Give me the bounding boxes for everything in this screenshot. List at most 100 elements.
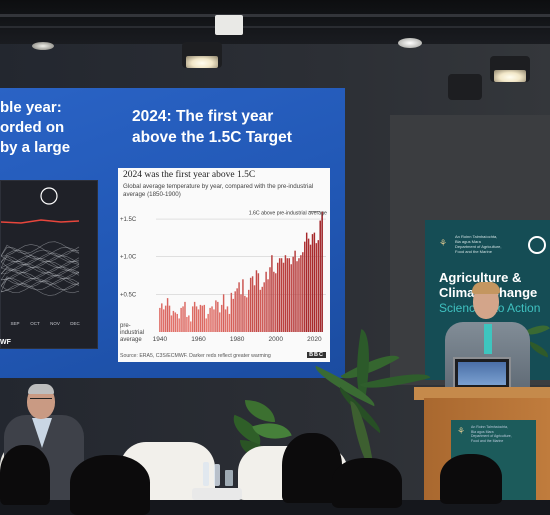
temperature-bar: [317, 240, 319, 332]
harp-icon: ⚘: [439, 238, 448, 248]
temperature-bar: [219, 312, 221, 332]
temperature-bar: [188, 315, 190, 332]
audience-head: [440, 454, 502, 504]
temperature-bar: [226, 306, 229, 332]
slide-left-text: ble year: orded on by a large: [0, 99, 71, 156]
temperature-bar: [311, 234, 314, 332]
series-line: [0, 269, 80, 282]
chart-subtitle: Global average temperature by year, comp…: [123, 183, 314, 198]
laptop: [453, 357, 511, 390]
temperature-bar: [253, 285, 256, 332]
temperature-bar: [195, 306, 198, 332]
series-line: [0, 249, 80, 263]
stage-light-icon: [448, 74, 482, 100]
stage-light-icon: [182, 42, 222, 68]
series-line: [0, 241, 80, 257]
temperature-chart-plot: +1.5C +1.0C +0.5C pre-industrial average 1940…: [120, 211, 327, 343]
series-line: [0, 252, 80, 266]
x-tick-label: 1940: [153, 336, 168, 343]
harp-icon: ⚘: [457, 426, 466, 436]
series-line: [0, 277, 80, 293]
temperature-bar: [286, 258, 289, 332]
slide-title: 2024: The first year above the 1.5C Targ…: [132, 108, 292, 146]
bbc-logo: BBC: [307, 352, 326, 358]
audience-head: [332, 458, 402, 508]
spot-light-icon: [398, 38, 422, 48]
laptop-screen: [458, 362, 506, 385]
temperature-bar: [197, 309, 200, 332]
temperature-bar: [163, 309, 165, 332]
temperature-bar: [248, 289, 250, 332]
temperature-bar: [176, 313, 178, 332]
series-line: [0, 255, 80, 269]
temperature-bar: [170, 315, 173, 332]
series-line: [0, 280, 80, 294]
temperature-bar: [294, 250, 296, 332]
audience-head: [70, 455, 150, 515]
temperature-bar: [284, 255, 287, 332]
chart-source: Source: ERA5, C3S/ECMWF. Darker reds ref…: [120, 353, 271, 359]
speaker-hair: [472, 282, 500, 294]
series-line: [0, 272, 80, 287]
ceiling-truss: [0, 26, 550, 28]
ceiling: [0, 0, 550, 48]
x-tick-label: 2000: [269, 336, 284, 343]
temperature-bar: [315, 243, 318, 332]
temperature-bar: [309, 244, 312, 332]
temperature-bar: [259, 289, 262, 332]
temperature-bar: [305, 232, 308, 332]
temperature-bar: [271, 255, 273, 332]
temperature-bar: [242, 279, 244, 332]
projection-screen: ble year: orded on by a large 2024: The …: [0, 88, 345, 378]
series-line: [0, 244, 80, 257]
temperature-bar: [307, 238, 310, 332]
temperature-bar: [265, 271, 267, 332]
left-x-tick-label: NOV: [50, 321, 60, 326]
y-tick-label: +1.0C: [120, 255, 137, 261]
temperature-bar: [236, 288, 238, 332]
series-line: [0, 272, 80, 285]
spot-light-icon: [32, 42, 54, 50]
banner-department-text: An Roinn Talmhaíochta, Bia agus Mara Dep…: [455, 234, 502, 254]
temperature-bar: [203, 304, 206, 332]
temperature-bar: [280, 258, 283, 332]
temperature-bar: [263, 282, 265, 332]
seated-man-hair: [28, 384, 54, 394]
podium-top: [414, 387, 550, 400]
temperature-bar: [296, 261, 298, 332]
temperature-bar: [275, 273, 277, 332]
podium-department-text: An Roinn Talmhaíochta, Bia agus Mara Dep…: [471, 425, 512, 443]
temperature-bar: [182, 306, 184, 332]
temperature-bar: [207, 313, 209, 332]
temperature-bar: [180, 307, 182, 332]
temperature-bar: [232, 298, 234, 332]
y-tick-label: pre-industrial average: [120, 323, 144, 343]
temperature-chart-card: 2024 was the first year above 1.5C Globa…: [118, 168, 330, 362]
temperature-bar: [249, 277, 252, 332]
stage-light-icon: [490, 56, 530, 82]
left-x-tick-label: DEC: [70, 321, 80, 326]
temperature-bar: [313, 232, 316, 332]
temperature-bar: [228, 313, 231, 332]
highlight-series-line: [0, 219, 80, 224]
temperature-bar: [159, 307, 161, 332]
temperature-bar: [211, 306, 213, 332]
temperature-bar: [184, 301, 186, 332]
lanyard: [484, 324, 492, 354]
chart-annotation: 1.6C above pre-industrial average: [249, 211, 327, 217]
temperature-bar: [161, 303, 163, 332]
left-chart-plot: SEP OCT NOV DEC: [0, 187, 80, 326]
x-tick-label: 1960: [191, 336, 206, 343]
temperature-bar: [302, 252, 304, 332]
temperature-bar: [269, 267, 271, 332]
left-x-tick-label: OCT: [30, 321, 40, 326]
temperature-bar: [172, 310, 175, 332]
temperature-bar: [178, 318, 180, 332]
left-chart: SEP OCT NOV DEC: [0, 180, 98, 349]
glasses: [30, 398, 52, 403]
temperature-bar: [222, 294, 225, 332]
temperature-bar: [240, 294, 242, 332]
gauge-icon: [40, 187, 58, 205]
temperature-bar: [246, 297, 248, 332]
temperature-bar: [190, 321, 192, 332]
